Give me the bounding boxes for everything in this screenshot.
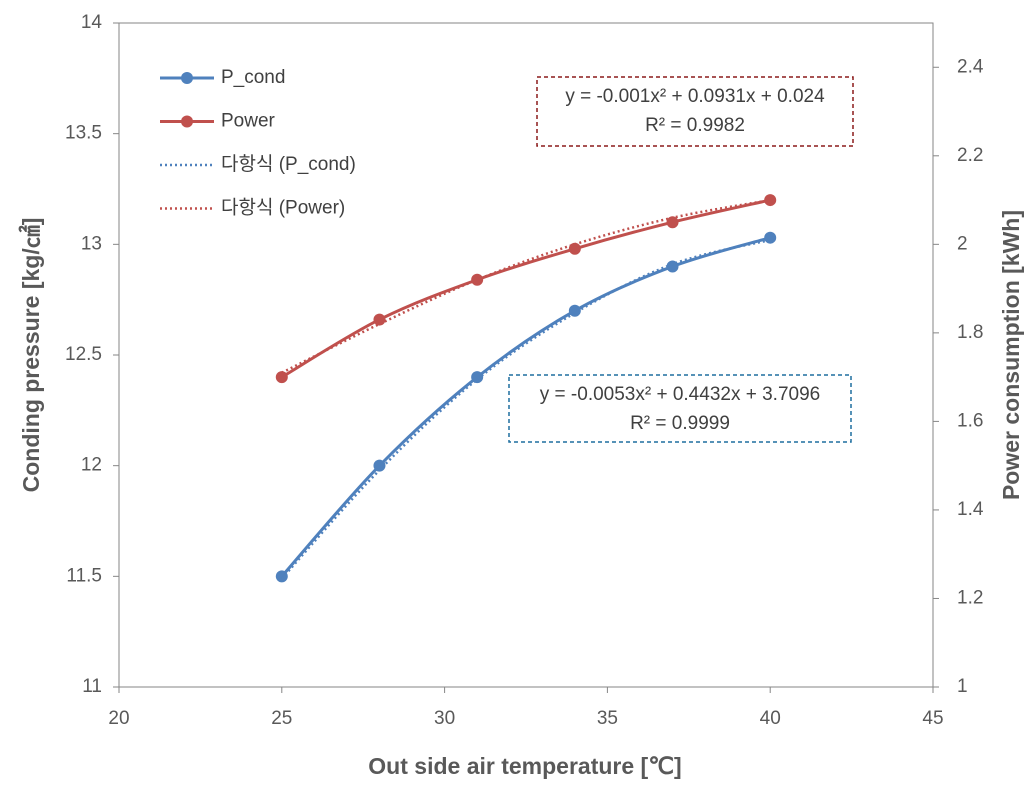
y-tick-label: 12.5 <box>65 344 102 365</box>
annotation-text: y = -0.0053x² + 0.4432x + 3.7096 <box>540 384 820 405</box>
x-axis-title: Out side air temperature [℃] <box>368 753 681 779</box>
legend-label: P_cond <box>221 67 285 88</box>
y-tick-label: 13 <box>81 233 102 254</box>
y-tick-label: 11 <box>82 676 102 697</box>
y-tick-label: 14 <box>81 12 103 33</box>
y-axis-title: Conding pressure [kg/㎠] <box>18 218 44 493</box>
trend-line <box>281 198 771 374</box>
x-tick-label: 45 <box>922 708 943 729</box>
data-point <box>471 371 484 384</box>
y2-tick-label: 2.4 <box>957 56 984 77</box>
y-tick-label: 11.5 <box>66 565 102 586</box>
series-line <box>281 198 771 379</box>
legend-label: 다항식 (Power) <box>221 197 345 219</box>
annotation-text: R² = 0.9999 <box>630 413 730 434</box>
data-point <box>275 570 288 583</box>
x-tick-label: 35 <box>597 708 618 729</box>
data-point <box>568 304 581 317</box>
annotation-text: y = -0.001x² + 0.0931x + 0.024 <box>565 86 825 107</box>
x-tick-label: 40 <box>760 708 781 729</box>
y2-tick-label: 1.4 <box>957 499 984 520</box>
series-line <box>280 236 771 578</box>
legend-marker <box>181 115 193 128</box>
data-point <box>666 216 679 229</box>
y-tick-label: 12 <box>81 455 102 476</box>
y2-axis-title: Power consumption [kWh] <box>998 210 1024 500</box>
data-point <box>764 231 777 244</box>
x-tick-label: 20 <box>108 708 129 729</box>
y2-tick-label: 1.6 <box>957 410 983 431</box>
x-tick-label: 30 <box>434 708 455 729</box>
y2-tick-label: 2 <box>957 233 968 254</box>
y2-tick-label: 1.2 <box>957 587 983 608</box>
y2-tick-label: 1 <box>957 676 968 697</box>
legend-label: Power <box>221 111 276 132</box>
x-tick-label: 25 <box>271 708 292 729</box>
legend-marker <box>181 72 193 84</box>
y2-tick-label: 2.2 <box>957 145 983 166</box>
annotation-text: R² = 0.9982 <box>645 115 745 136</box>
y2-tick-label: 1.8 <box>957 322 983 343</box>
data-point <box>373 313 386 326</box>
legend-label: 다항식 (P_cond) <box>221 153 356 175</box>
annotation-box <box>536 76 854 147</box>
data-point <box>275 371 288 384</box>
data-point <box>568 242 581 255</box>
annotation-box <box>508 374 852 443</box>
y-tick-label: 13.5 <box>65 123 102 144</box>
data-point <box>373 459 386 472</box>
